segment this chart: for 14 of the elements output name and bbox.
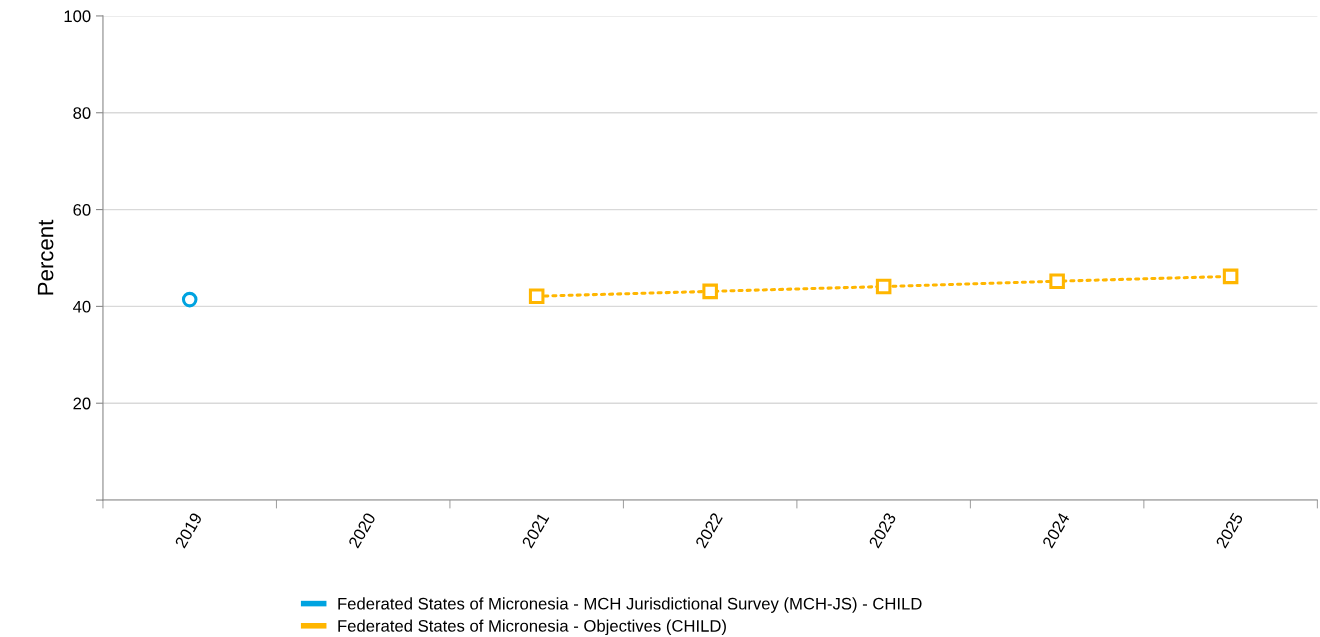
- y-tick-label: 60: [73, 203, 91, 216]
- y-tick-label: 40: [73, 300, 91, 313]
- legend-label: Federated States of Micronesia - Objectives (CHILD): [338, 619, 726, 636]
- point: [1222, 268, 1239, 285]
- point: [875, 278, 892, 295]
- point: [1049, 273, 1065, 289]
- legend-label: Federated States of Micronesia - MCH Jurisdictional Survey (MCH-JS) - CHILD: [338, 597, 922, 613]
- point: [181, 291, 198, 308]
- y-tick-label: 100: [64, 10, 91, 23]
- point: [702, 283, 718, 300]
- y-axis-title: Percent: [37, 219, 54, 295]
- y-tick-label: 80: [73, 107, 91, 119]
- y-tick-label: 20: [73, 397, 91, 410]
- point: [528, 288, 545, 305]
